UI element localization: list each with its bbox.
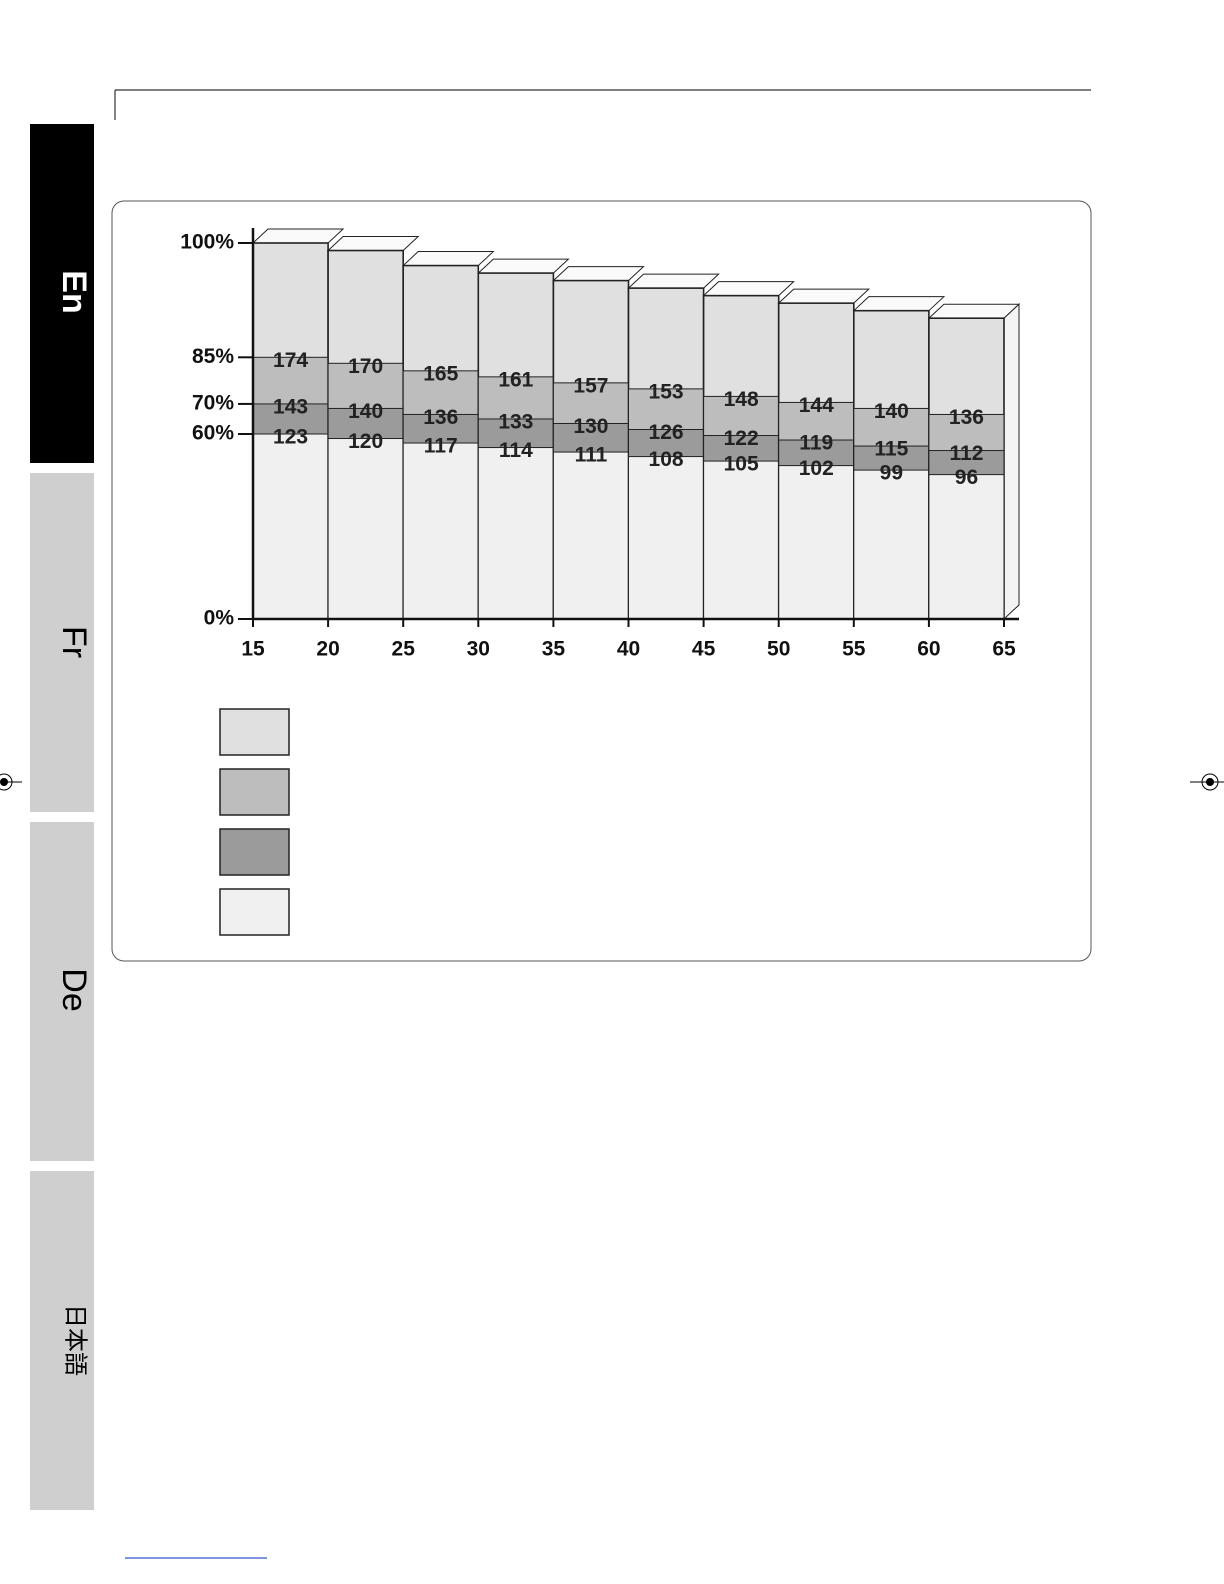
legend-swatch [219,708,290,756]
bar-segment [703,460,780,620]
data-label: 105 [724,453,759,476]
y-tick-label: 100% [180,231,234,254]
bar-segment [327,438,404,620]
bar-segment [252,433,329,620]
data-label: 111 [575,444,608,467]
data-label: 161 [498,368,533,391]
x-tick-label: 15 [241,638,265,661]
bar-segment [552,451,630,620]
bar-segment [402,442,479,620]
y-tick-label: 85% [192,345,234,368]
tab-en [30,124,94,463]
data-label: 126 [649,421,684,444]
data-label: 136 [423,406,458,429]
data-label: 123 [273,426,308,449]
bar-segment [928,474,1005,620]
x-tick-label: 20 [316,638,339,661]
data-label: 174 [273,349,308,372]
bar-segment [778,465,855,620]
bar-top-face [927,303,1021,319]
legend-swatch [219,828,290,876]
bar-top-face [477,258,570,274]
bar-segment [477,447,554,620]
data-label: 108 [649,448,684,471]
x-tick-label: 35 [542,638,566,661]
x-tick-label: 40 [617,638,640,661]
bar-top-face [401,251,495,267]
data-label: 96 [955,466,978,489]
data-label: 133 [498,411,533,434]
data-label: 120 [348,430,383,453]
tab-label: De [55,968,93,1011]
y-tick-label: 0% [204,607,235,630]
data-label: 165 [423,362,458,385]
tab-de [30,822,94,1161]
bar-segment [853,469,930,620]
data-label: 148 [724,388,759,411]
tab-label: Fr [55,626,93,658]
x-tick-label: 30 [467,638,490,661]
data-label: 130 [573,415,608,438]
data-label: 122 [724,427,759,450]
data-label: 170 [348,355,383,378]
x-tick-label: 55 [842,638,866,661]
x-tick-label: 25 [392,638,416,661]
chart: 174 170 165 161 157 153 148 144 140 136 143 140 136 1… [180,228,1021,936]
bar-top-face [251,228,345,244]
x-tick-label: 65 [992,638,1016,661]
bar-top-face [552,266,645,282]
data-label: 99 [880,462,903,485]
data-label: 117 [424,435,458,458]
legend-swatch [219,888,290,936]
x-tick-label: 45 [692,638,716,661]
bar-top-face [852,296,946,312]
tab-fr [30,473,94,812]
data-label: 102 [799,457,834,480]
registration-mark [0,773,1224,791]
data-label: 143 [273,395,308,418]
x-tick-label: 60 [917,638,940,661]
data-label: 144 [799,394,834,417]
data-label: 153 [649,380,684,403]
data-label: 136 [949,406,984,429]
tab-label: 日本語 [62,1304,89,1376]
y-tick-label: 70% [192,391,234,414]
bar-top-face [326,236,420,252]
tab-ja [30,1171,94,1510]
bar-top-face [702,281,795,297]
data-label: 140 [874,400,909,423]
data-label: 114 [499,439,533,462]
data-label: 115 [874,438,908,461]
bar-top-face [777,288,871,304]
bar-top-face [627,273,720,289]
bar-side-face [1003,303,1020,621]
data-label: 119 [799,432,833,455]
data-label: 157 [573,374,608,397]
legend-swatch [219,768,290,816]
x-tick-label: 50 [767,638,790,661]
data-label: 112 [950,442,984,465]
bar-segment [628,456,705,620]
tab-label: En [55,270,93,313]
data-label: 140 [348,400,383,423]
y-tick-label: 60% [192,422,234,445]
